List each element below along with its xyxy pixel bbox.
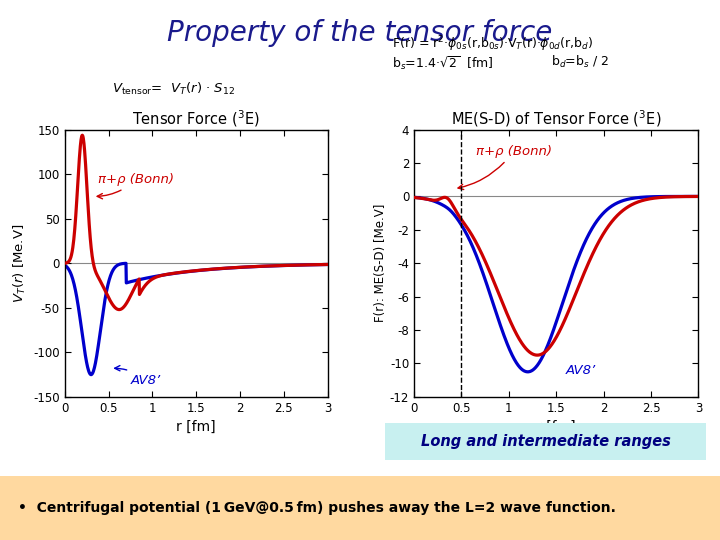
Text: F(r) = r$^2$·$\phi_{0s}$(r,b$_{0s}$)·V$_T$(r)·$\phi_{0d}$(r,b$_d$): F(r) = r$^2$·$\phi_{0s}$(r,b$_{0s}$)·V$_…: [392, 35, 594, 54]
X-axis label: r [fm]: r [fm]: [176, 420, 216, 434]
Y-axis label: F(r): ME(S-D) [Me.V]: F(r): ME(S-D) [Me.V]: [374, 204, 387, 322]
Text: π+ρ (Bonn): π+ρ (Bonn): [458, 145, 552, 190]
X-axis label: r [fm]: r [fm]: [536, 420, 576, 434]
Text: AV8’: AV8’: [566, 363, 596, 376]
Text: •  Centrifugal potential (1 Ge​V@0.5 fm) pushes away the L=2 wave function.: • Centrifugal potential (1 Ge​V@0.5 fm) …: [18, 501, 616, 515]
Title: ME(S-D) of Tensor Force ($^3$E): ME(S-D) of Tensor Force ($^3$E): [451, 108, 662, 129]
Y-axis label: $V_T(r)$ [Me.V]: $V_T(r)$ [Me.V]: [12, 224, 28, 303]
Title: Tensor Force ($^3$E): Tensor Force ($^3$E): [132, 108, 260, 129]
Text: Long and intermediate ranges: Long and intermediate ranges: [420, 434, 671, 449]
Text: π+ρ (Bonn): π+ρ (Bonn): [97, 173, 174, 199]
Text: b$_s$=1.4·$\sqrt{2}$  [fm]: b$_s$=1.4·$\sqrt{2}$ [fm]: [392, 54, 494, 72]
Text: AV8’: AV8’: [114, 366, 161, 387]
Text: Property of the tensor force: Property of the tensor force: [167, 19, 553, 47]
Text: $V_\mathrm{tensor}$=  $V_T(r)$ · $S_{12}$: $V_\mathrm{tensor}$= $V_T(r)$ · $S_{12}$: [112, 81, 235, 97]
Text: b$_d$=b$_s$ / 2: b$_d$=b$_s$ / 2: [551, 54, 609, 70]
